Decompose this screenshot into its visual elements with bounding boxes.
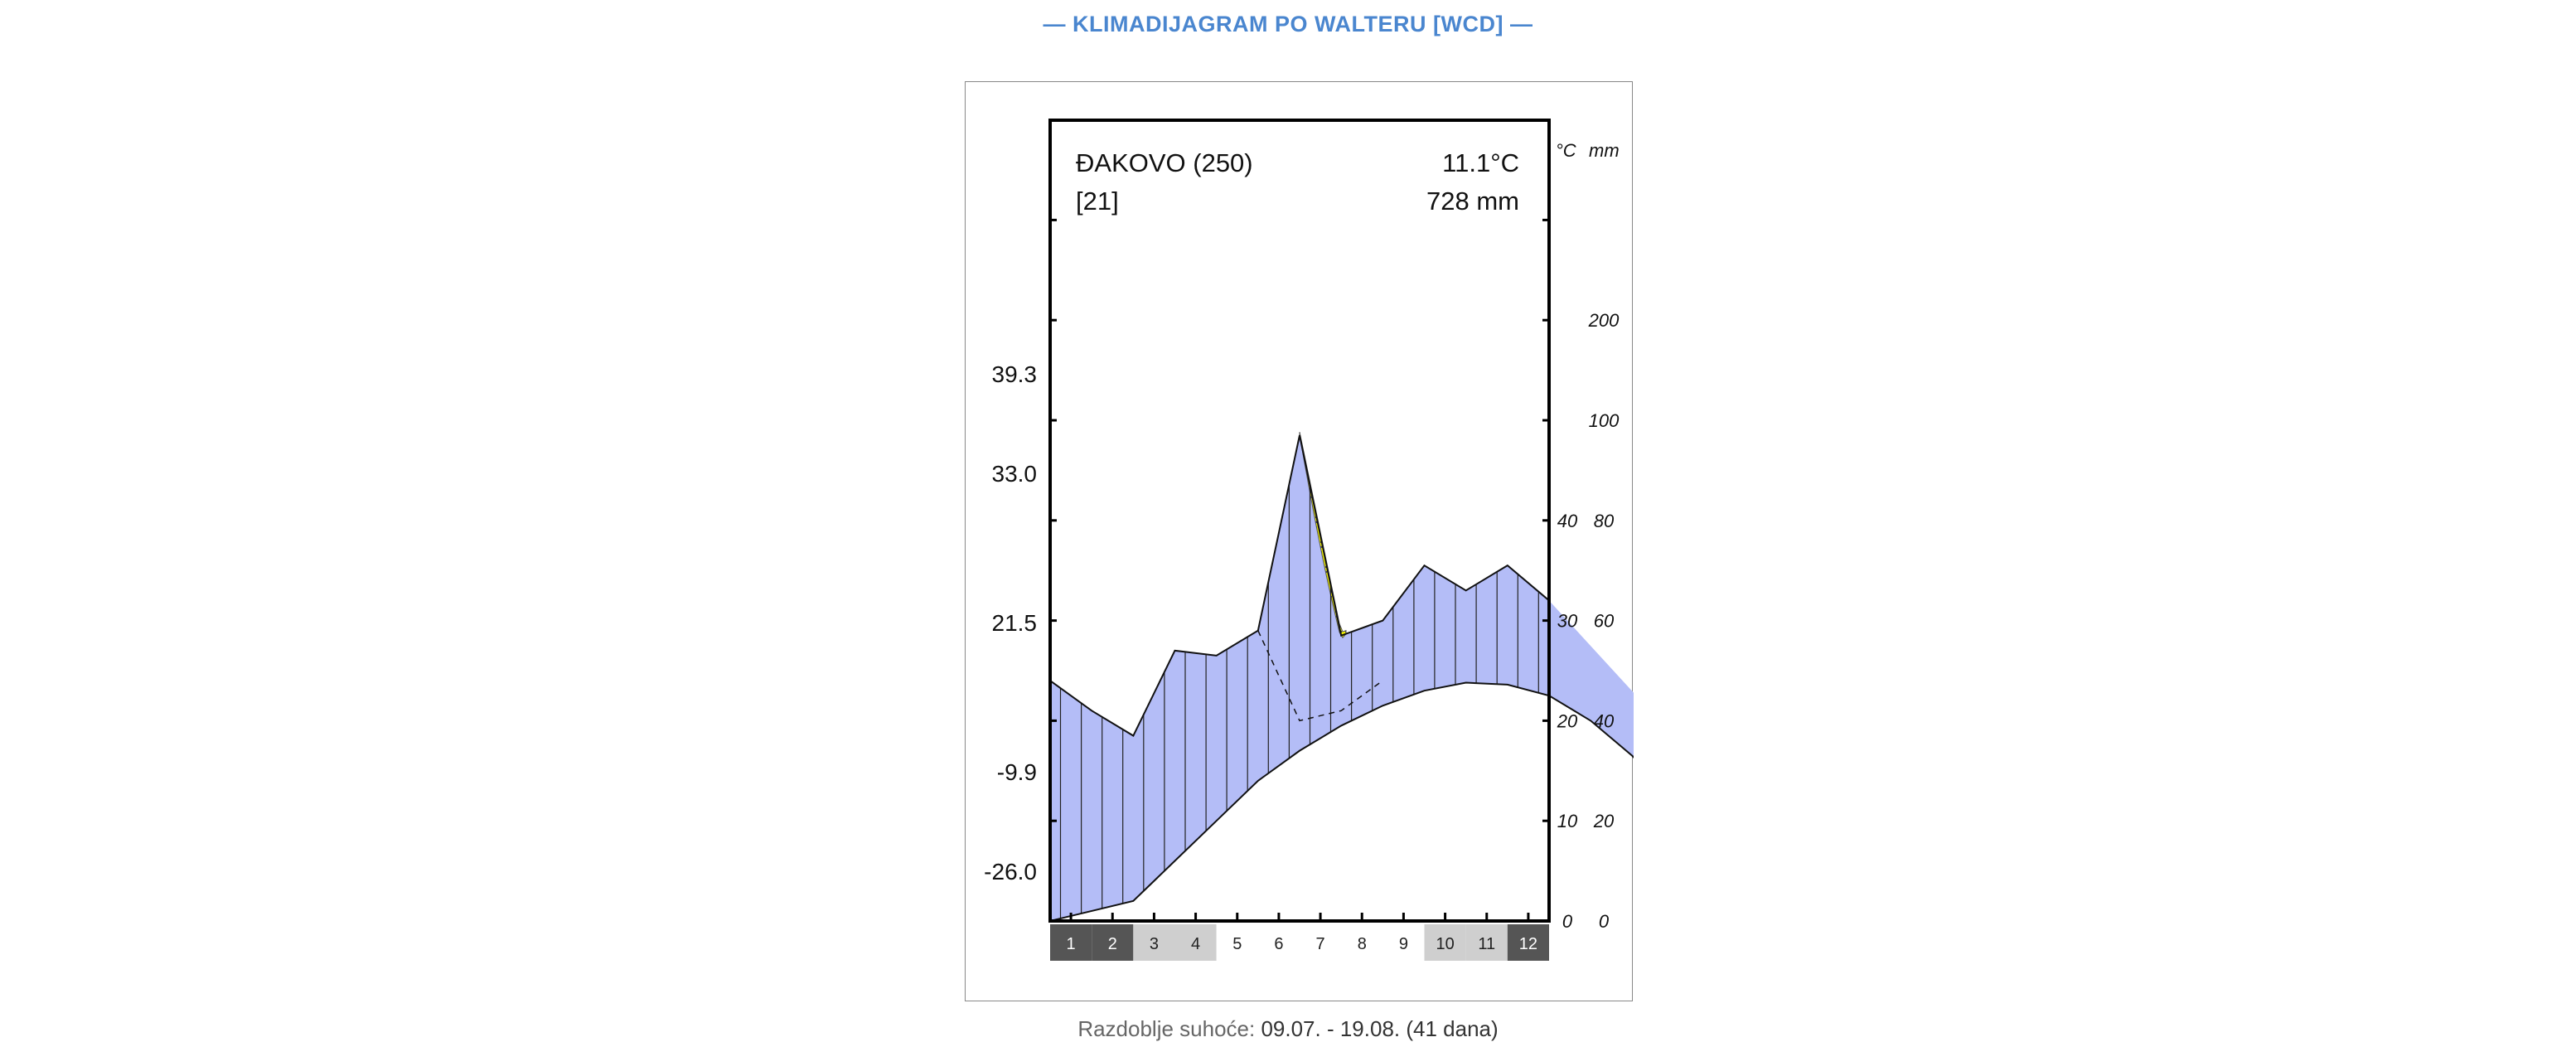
month-cell-6 (1257, 924, 1300, 961)
right-temp-tick-label: 40 (1557, 511, 1578, 531)
left-axis-label: -9.9 (997, 759, 1037, 785)
month-label: 12 (1519, 935, 1537, 953)
left-axis-label: 33.0 (992, 461, 1038, 487)
station-years: [21] (1076, 187, 1119, 216)
right-precip-tick-label: 0 (1599, 911, 1610, 932)
right-temp-tick-label: 10 (1557, 811, 1578, 831)
right-precip-tick-label: 20 (1593, 811, 1615, 831)
right-temp-tick-label: 20 (1557, 710, 1578, 731)
dashed-temperature-overlay (1257, 630, 1383, 722)
right-precip-tick-label: 100 (1589, 410, 1620, 431)
month-cell-11 (1465, 924, 1508, 961)
right-precip-tick-label: 80 (1594, 511, 1615, 531)
month-label: 7 (1316, 935, 1325, 953)
humid-area (1050, 435, 1634, 921)
station-name: ĐAKOVO (250) (1076, 148, 1253, 177)
right-precip-tick-label: 60 (1594, 611, 1615, 632)
dry-period-value: 09.07. - 19.08. (41 dana) (1255, 1016, 1499, 1041)
right-temp-tick-label: 30 (1557, 611, 1578, 632)
month-label: 2 (1108, 935, 1117, 953)
dry-period-footer: Razdoblje suhoće: 09.07. - 19.08. (41 da… (0, 1016, 2576, 1042)
right-unit-precip: mm (1589, 140, 1620, 161)
precipitation-line (1049, 434, 1550, 737)
climate-chart: 1 2 3 4 5 6 7 8 9 10 11 12 ĐAKOVO (250) [21] 11.1°C… (984, 119, 1634, 961)
right-temp-tick-label: 0 (1562, 911, 1573, 932)
page-title: — KLIMADIJAGRAM PO WALTERU [WCD] — (1043, 12, 1533, 36)
month-label: 11 (1478, 935, 1495, 953)
month-label: 4 (1191, 935, 1200, 953)
month-cell-1 (1050, 924, 1092, 961)
month-cell-5 (1216, 924, 1258, 961)
month-cell-2 (1092, 924, 1134, 961)
left-axis-label: 39.3 (992, 361, 1038, 387)
left-axis-label: 21.5 (992, 610, 1038, 636)
mean-temperature: 11.1°C (1442, 148, 1519, 177)
month-cell-7 (1300, 924, 1342, 961)
month-label: 3 (1150, 935, 1159, 953)
month-cell-10 (1424, 924, 1466, 961)
month-cell-4 (1174, 924, 1217, 961)
month-cell-12 (1507, 924, 1549, 961)
right-precip-tick-label: 40 (1594, 710, 1615, 731)
right-unit-temp: °C (1556, 140, 1576, 161)
month-label: 9 (1399, 935, 1408, 953)
month-label: 8 (1358, 935, 1367, 953)
annual-precipitation: 728 mm (1426, 187, 1519, 216)
month-cell-8 (1341, 924, 1383, 961)
left-axis-label: -26.0 (984, 859, 1037, 884)
month-cell-9 (1382, 924, 1425, 961)
month-label: 1 (1067, 935, 1076, 953)
climate-diagram: 1 2 3 4 5 6 7 8 9 10 11 12 ĐAKOVO (250) [21] 11.1°C… (965, 81, 1634, 1001)
right-precip-tick-label: 200 (1588, 310, 1620, 331)
month-label: 5 (1232, 935, 1242, 953)
month-label: 10 (1436, 935, 1454, 953)
month-cell-3 (1133, 924, 1175, 961)
dry-period-label: Razdoblje suhoće: (1077, 1016, 1256, 1041)
temperature-line (1049, 681, 1634, 922)
month-label: 6 (1274, 935, 1283, 953)
